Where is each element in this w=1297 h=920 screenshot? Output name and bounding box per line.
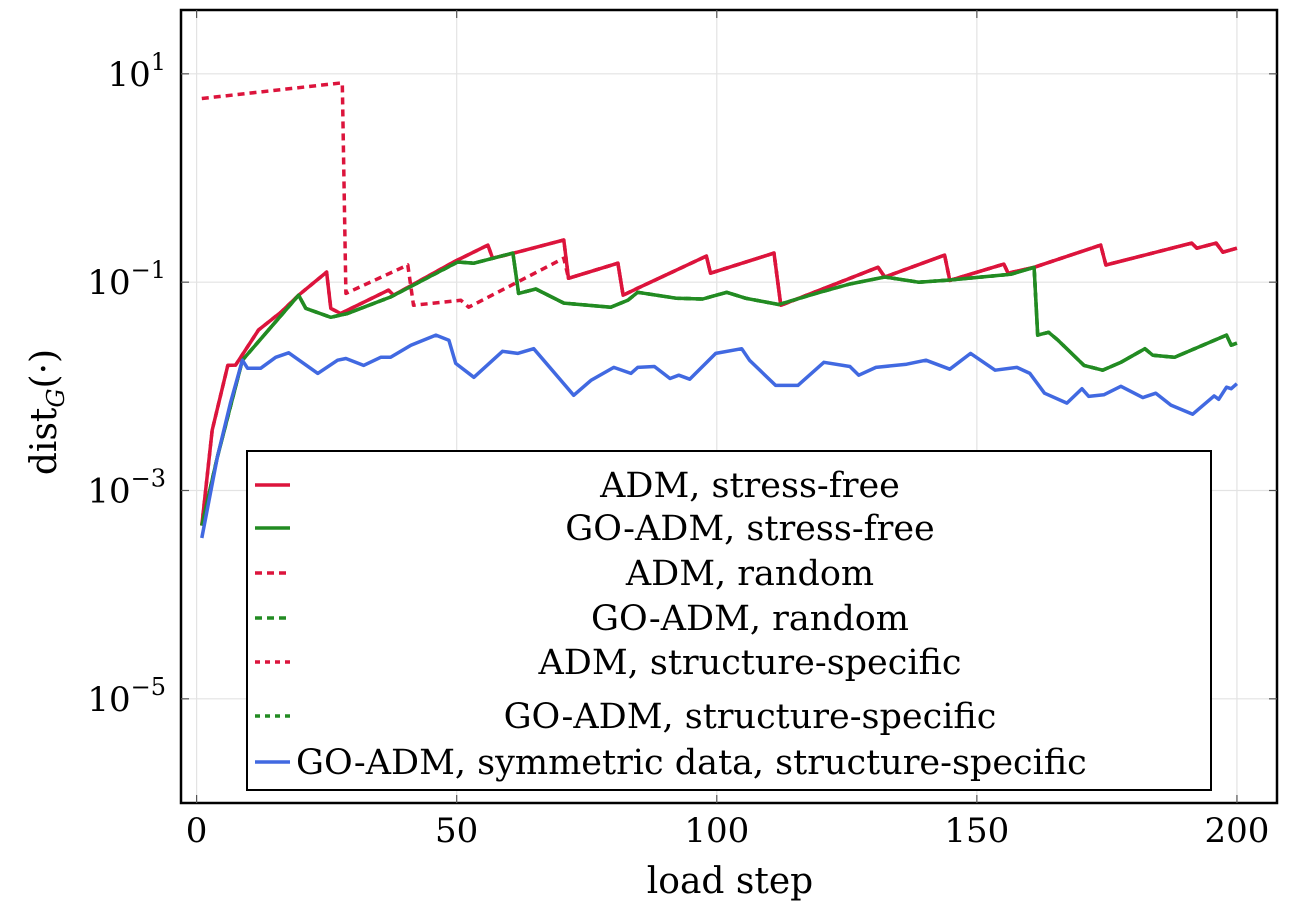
- x-axis-label: load step: [647, 861, 813, 902]
- y-tick-label: 101: [107, 48, 166, 95]
- legend-entry-label: GO-ADM, stress-free: [565, 509, 935, 549]
- y-tick-label: 10−5: [87, 673, 166, 720]
- x-tick-label: 100: [684, 811, 749, 851]
- legend-entry-label: GO-ADM, random: [591, 599, 909, 639]
- series-line-adm-stress-free: [200, 238, 1238, 526]
- y-tick-label-exponent: −1: [131, 256, 166, 284]
- y-axis-label-suffix: (·): [24, 349, 65, 389]
- y-tick-label-base: 10: [107, 55, 150, 95]
- legend-entry-label: GO-ADM, symmetric data, structure-specif…: [296, 743, 1087, 783]
- y-tick-label-exponent: 1: [151, 48, 166, 76]
- plot-frame: [179, 8, 1279, 805]
- y-tick-label: 10−3: [87, 464, 166, 511]
- y-tick-label-base: 10: [87, 263, 130, 303]
- legend-entry-label: ADM, structure-specific: [537, 643, 961, 683]
- y-tick-label-exponent: −5: [131, 673, 166, 701]
- y-axis-label: distG(·): [24, 349, 70, 475]
- x-tick-label: 200: [1204, 811, 1269, 851]
- y-axis-label-main: dist: [24, 407, 65, 475]
- y-tick-label-exponent: −3: [131, 464, 166, 492]
- y-tick-label-base: 10: [87, 471, 130, 511]
- series-line-go-adm-stress-free: [200, 251, 1238, 526]
- x-tick-label: 50: [435, 811, 478, 851]
- y-axis-label-subscript: G: [42, 388, 70, 407]
- y-tick-label-base: 10: [87, 680, 130, 720]
- legend-box: [246, 450, 1212, 791]
- y-tick-label: 10−1: [87, 256, 166, 303]
- legend-entry-label: ADM, random: [625, 554, 874, 594]
- x-tick-label: 150: [944, 811, 1009, 851]
- series-line-go-adm-symmetric-data-structure-specific: [200, 333, 1239, 539]
- series-group: [200, 81, 1239, 539]
- x-tick-label: 0: [186, 811, 208, 851]
- legend-entry-label: ADM, stress-free: [599, 466, 900, 506]
- legend-entry-label: GO-ADM, structure-specific: [504, 697, 997, 737]
